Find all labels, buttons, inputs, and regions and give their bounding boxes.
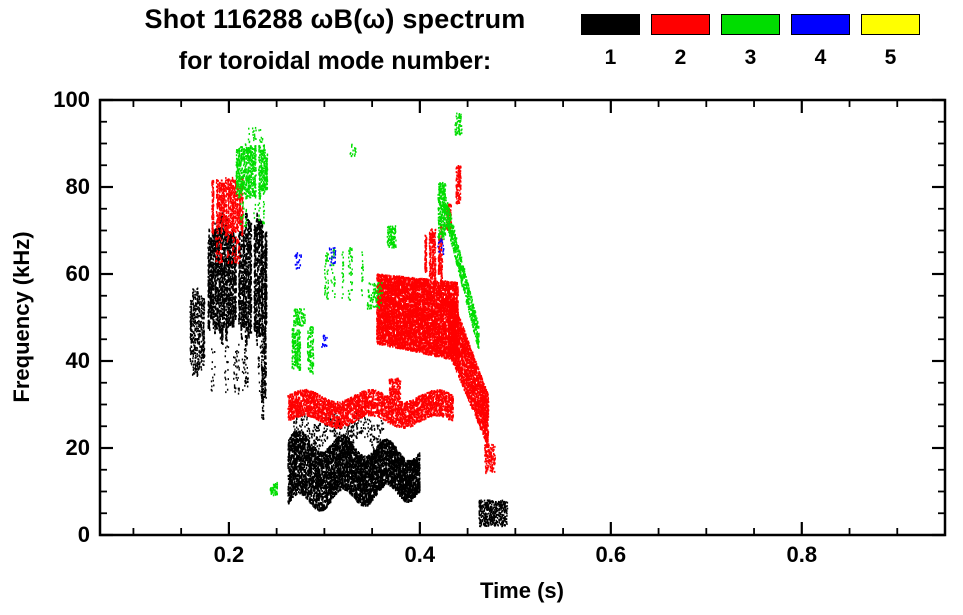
chart-title-line1: Shot 116288 ωB(ω) spectrum bbox=[144, 4, 526, 34]
legend-item-4: 4 bbox=[791, 14, 850, 68]
x-tick-label: 0.6 bbox=[595, 542, 627, 567]
legend-label-3: 3 bbox=[744, 46, 757, 69]
legend-label-1: 1 bbox=[604, 46, 617, 69]
y-tick-label: 40 bbox=[65, 348, 90, 373]
legend-label-5: 5 bbox=[884, 46, 897, 69]
legend-item-1: 1 bbox=[581, 14, 640, 68]
legend-label-4: 4 bbox=[814, 46, 827, 69]
legend-swatch-2 bbox=[651, 14, 710, 35]
y-tick-label: 0 bbox=[77, 522, 90, 547]
y-axis-label: Frequency (kHz) bbox=[9, 231, 34, 403]
x-tick-label: 0.8 bbox=[786, 542, 818, 567]
legend-swatch-1 bbox=[581, 14, 640, 35]
legend-swatch-4 bbox=[791, 14, 850, 35]
y-tick-label: 60 bbox=[65, 261, 90, 286]
x-tick-label: 0.2 bbox=[213, 542, 245, 567]
y-tick-label: 100 bbox=[53, 87, 90, 112]
chart-title-line2: for toroidal mode number: bbox=[178, 47, 492, 75]
legend-item-5: 5 bbox=[861, 14, 920, 68]
legend-item-2: 2 bbox=[651, 14, 710, 68]
legend-swatch-5 bbox=[861, 14, 920, 35]
x-tick-label: 0.4 bbox=[404, 542, 436, 567]
x-axis-label: Time (s) bbox=[480, 578, 564, 603]
legend-swatch-3 bbox=[721, 14, 780, 35]
y-tick-label: 20 bbox=[65, 435, 90, 460]
legend-item-3: 3 bbox=[721, 14, 780, 68]
y-tick-label: 80 bbox=[65, 174, 90, 199]
legend: 1 2 3 4 5 bbox=[581, 14, 920, 68]
legend-label-2: 2 bbox=[674, 46, 687, 69]
